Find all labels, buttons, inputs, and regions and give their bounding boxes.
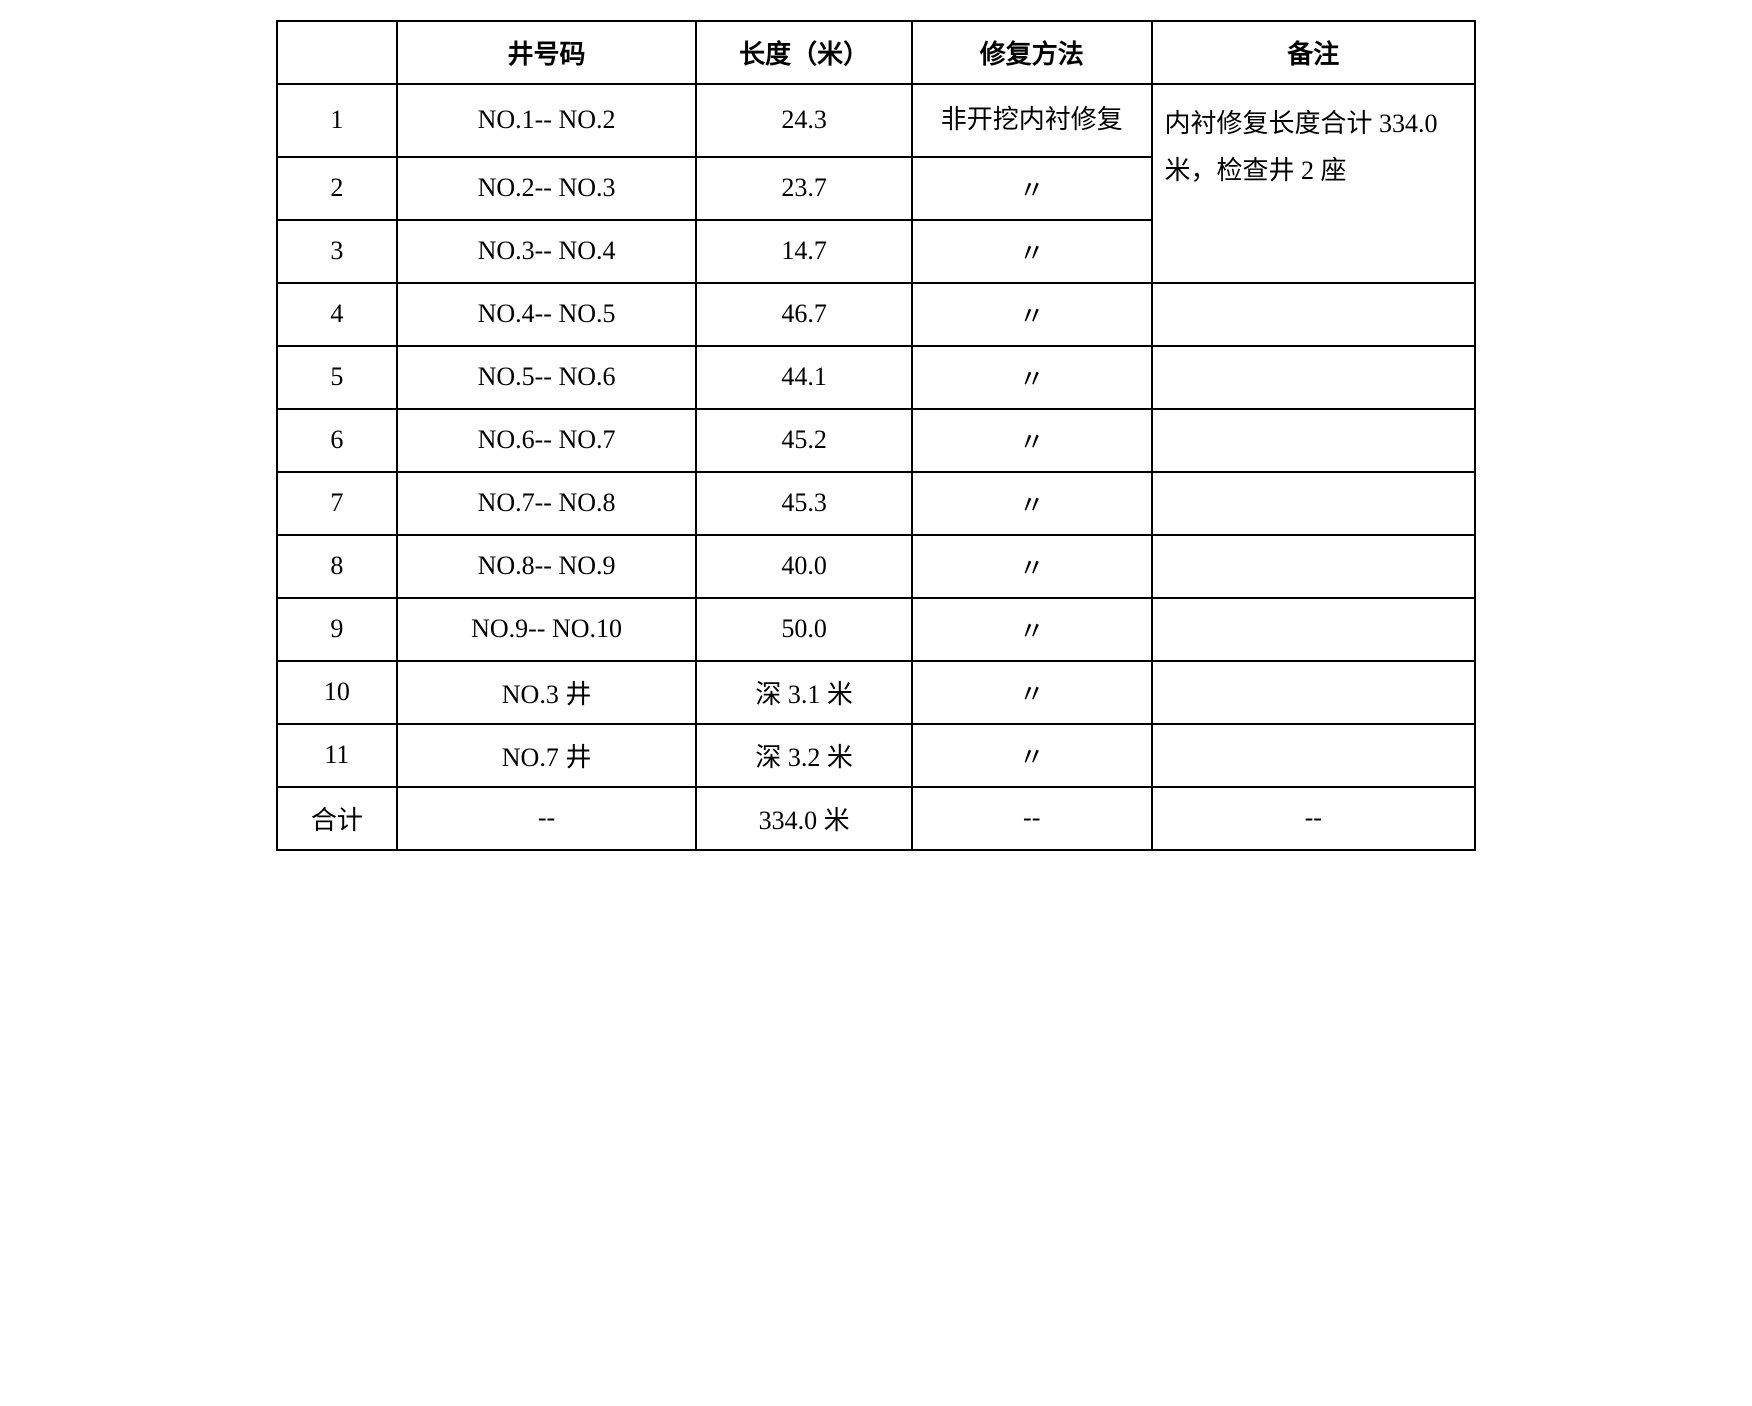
- cell-code: NO.7 井: [397, 724, 697, 787]
- table-header-row: 井号码 长度（米） 修复方法 备注: [277, 21, 1475, 84]
- cell-method: 〃: [912, 535, 1152, 598]
- cell-code: NO.4-- NO.5: [397, 283, 697, 346]
- repair-table: 井号码 长度（米） 修复方法 备注 1 NO.1-- NO.2 24.3 非开挖…: [276, 20, 1476, 851]
- cell-length: 46.7: [696, 283, 912, 346]
- cell-code: NO.3 井: [397, 661, 697, 724]
- cell-code: NO.2-- NO.3: [397, 157, 697, 220]
- cell-index: 4: [277, 283, 397, 346]
- footer-note: --: [1152, 787, 1475, 850]
- cell-index: 6: [277, 409, 397, 472]
- cell-method: 〃: [912, 661, 1152, 724]
- cell-method: 〃: [912, 724, 1152, 787]
- cell-length: 深 3.2 米: [696, 724, 912, 787]
- cell-index: 7: [277, 472, 397, 535]
- cell-note: [1152, 472, 1475, 535]
- cell-length: 45.2: [696, 409, 912, 472]
- cell-code: NO.1-- NO.2: [397, 84, 697, 157]
- cell-index: 2: [277, 157, 397, 220]
- cell-code: NO.3-- NO.4: [397, 220, 697, 283]
- cell-method: 〃: [912, 220, 1152, 283]
- cell-length: 23.7: [696, 157, 912, 220]
- cell-code: NO.6-- NO.7: [397, 409, 697, 472]
- footer-method: --: [912, 787, 1152, 850]
- table-row: 4 NO.4-- NO.5 46.7 〃: [277, 283, 1475, 346]
- table-footer-row: 合计 -- 334.0 米 -- --: [277, 787, 1475, 850]
- cell-method: 〃: [912, 472, 1152, 535]
- cell-method: 〃: [912, 157, 1152, 220]
- footer-length: 334.0 米: [696, 787, 912, 850]
- cell-length: 45.3: [696, 472, 912, 535]
- cell-index: 3: [277, 220, 397, 283]
- footer-code: --: [397, 787, 697, 850]
- cell-code: NO.9-- NO.10: [397, 598, 697, 661]
- cell-note: [1152, 346, 1475, 409]
- cell-code: NO.8-- NO.9: [397, 535, 697, 598]
- cell-note: [1152, 661, 1475, 724]
- cell-index: 9: [277, 598, 397, 661]
- cell-index: 1: [277, 84, 397, 157]
- cell-note: [1152, 535, 1475, 598]
- table-row: 8 NO.8-- NO.9 40.0 〃: [277, 535, 1475, 598]
- cell-length: 14.7: [696, 220, 912, 283]
- table-row: 7 NO.7-- NO.8 45.3 〃: [277, 472, 1475, 535]
- cell-length: 40.0: [696, 535, 912, 598]
- table-row: 11 NO.7 井 深 3.2 米 〃: [277, 724, 1475, 787]
- header-method: 修复方法: [912, 21, 1152, 84]
- cell-code: NO.7-- NO.8: [397, 472, 697, 535]
- cell-length: 24.3: [696, 84, 912, 157]
- table-row: 1 NO.1-- NO.2 24.3 非开挖内衬修复 内衬修复长度合计 334.…: [277, 84, 1475, 157]
- cell-note: [1152, 598, 1475, 661]
- cell-note: [1152, 724, 1475, 787]
- cell-note: [1152, 283, 1475, 346]
- cell-note-merged: 内衬修复长度合计 334.0 米，检查井 2 座: [1152, 84, 1475, 283]
- cell-method: 非开挖内衬修复: [912, 84, 1152, 157]
- table-row: 10 NO.3 井 深 3.1 米 〃: [277, 661, 1475, 724]
- table-row: 5 NO.5-- NO.6 44.1 〃: [277, 346, 1475, 409]
- cell-code: NO.5-- NO.6: [397, 346, 697, 409]
- cell-note: [1152, 409, 1475, 472]
- header-length: 长度（米）: [696, 21, 912, 84]
- header-index: [277, 21, 397, 84]
- cell-index: 11: [277, 724, 397, 787]
- cell-length: 44.1: [696, 346, 912, 409]
- cell-method: 〃: [912, 598, 1152, 661]
- cell-method: 〃: [912, 346, 1152, 409]
- cell-index: 5: [277, 346, 397, 409]
- cell-length: 深 3.1 米: [696, 661, 912, 724]
- cell-method: 〃: [912, 409, 1152, 472]
- header-note: 备注: [1152, 21, 1475, 84]
- cell-index: 8: [277, 535, 397, 598]
- table-row: 6 NO.6-- NO.7 45.2 〃: [277, 409, 1475, 472]
- cell-method: 〃: [912, 283, 1152, 346]
- header-code: 井号码: [397, 21, 697, 84]
- footer-index: 合计: [277, 787, 397, 850]
- cell-index: 10: [277, 661, 397, 724]
- cell-length: 50.0: [696, 598, 912, 661]
- table-row: 9 NO.9-- NO.10 50.0 〃: [277, 598, 1475, 661]
